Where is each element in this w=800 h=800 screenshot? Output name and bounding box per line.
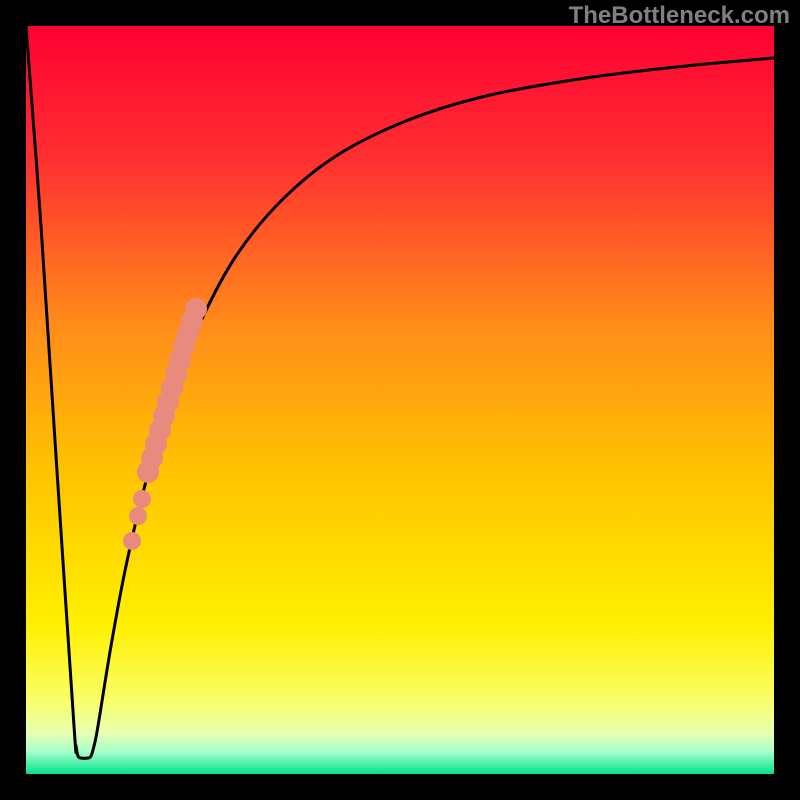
watermark-text: TheBottleneck.com (569, 2, 790, 30)
chart-svg (0, 0, 800, 800)
chart-container: TheBottleneck.com (0, 0, 800, 800)
marker-dot (185, 298, 207, 320)
marker-dot (129, 507, 147, 525)
marker-dot (133, 490, 151, 508)
plot-area-gradient (26, 26, 774, 774)
marker-dot (123, 532, 141, 550)
